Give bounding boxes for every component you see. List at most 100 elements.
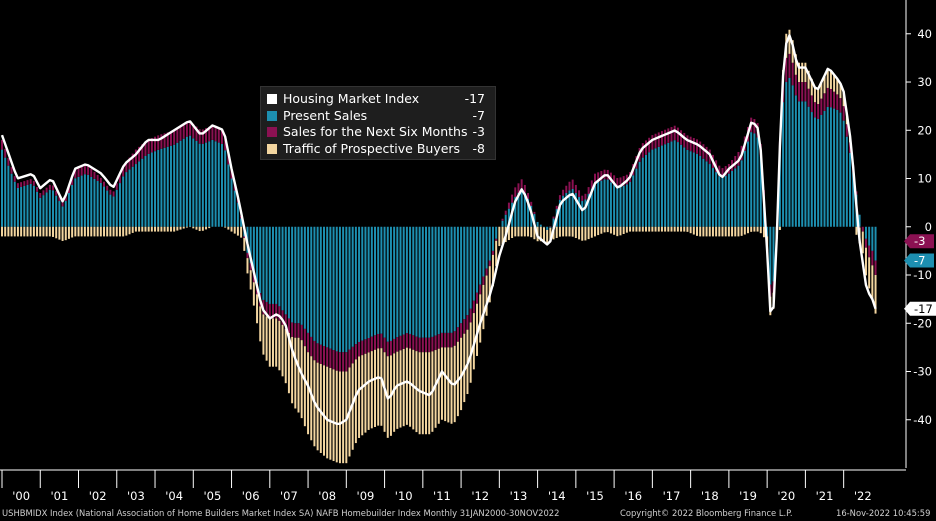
bar-traffic-prospective-buyers [275,318,278,367]
bar-traffic-prospective-buyers [574,226,577,239]
bar-sales-next-six-months [224,136,227,151]
bar-sales-next-six-months [581,195,584,202]
bar-traffic-prospective-buyers [106,226,109,237]
bar-traffic-prospective-buyers [157,226,160,232]
bar-traffic-prospective-buyers [377,348,380,426]
bar-present-sales [871,226,874,251]
bar-sales-next-six-months [842,106,845,121]
bar-traffic-prospective-buyers [437,348,440,424]
x-tick-label: '19 [739,489,757,503]
bar-traffic-prospective-buyers [743,226,746,235]
bar-sales-next-six-months [106,185,109,191]
bar-sales-next-six-months [648,137,651,153]
bar-sales-next-six-months [845,124,848,137]
bar-sales-next-six-months [568,181,571,191]
y-tick-label: -20 [913,316,932,330]
bar-sales-next-six-months [112,191,115,197]
bar-present-sales [864,226,867,239]
bar-traffic-prospective-buyers [501,226,504,245]
bar-present-sales [670,141,673,227]
bar-present-sales [332,226,335,351]
bar-present-sales [262,226,265,300]
bar-present-sales [734,168,737,227]
bar-present-sales [128,169,131,227]
bar-sales-next-six-months [578,190,581,198]
bar-sales-next-six-months [249,262,252,271]
bar-traffic-prospective-buyers [128,226,131,235]
bar-present-sales [651,149,654,227]
bar-present-sales [284,226,287,315]
bar-sales-next-six-months [463,319,466,334]
bar-present-sales [173,144,176,227]
bar-traffic-prospective-buyers [4,226,7,237]
bar-traffic-prospective-buyers [252,282,255,306]
y-tick-label: 0 [925,220,932,234]
bar-sales-next-six-months [272,303,274,319]
bar-present-sales [10,173,13,227]
bar-sales-next-six-months [574,184,577,193]
bar-traffic-prospective-buyers [711,226,714,237]
bar-present-sales [16,187,19,227]
bar-present-sales [868,226,871,246]
legend-label: Sales for the Next Six Months [283,124,468,139]
bar-traffic-prospective-buyers [141,226,144,232]
bar-traffic-prospective-buyers [230,226,233,232]
bar-present-sales [42,195,45,227]
bar-present-sales [287,226,290,319]
bar-sales-next-six-months [670,127,673,142]
bar-sales-next-six-months [185,122,188,137]
bar-present-sales [189,135,192,227]
bar-traffic-prospective-buyers [80,226,83,237]
bar-present-sales [211,139,214,227]
bar-traffic-prospective-buyers [67,226,70,239]
bar-traffic-prospective-buyers [144,226,147,232]
bar-present-sales [820,114,823,227]
bar-traffic-prospective-buyers [689,226,692,234]
bar-present-sales [256,226,259,284]
bar-present-sales [374,226,376,336]
bar-traffic-prospective-buyers [829,70,832,89]
legend-label: Housing Market Index [283,91,420,106]
bar-traffic-prospective-buyers [268,318,271,367]
bar-traffic-prospective-buyers [294,337,297,409]
bar-sales-next-six-months [785,57,788,83]
bar-traffic-prospective-buyers [485,275,488,316]
bar-sales-next-six-months [173,130,176,145]
bar-present-sales [297,226,300,324]
bar-sales-next-six-months [613,175,616,185]
bar-present-sales [64,201,67,227]
bar-sales-next-six-months [211,125,214,140]
bar-traffic-prospective-buyers [173,226,176,232]
bar-traffic-prospective-buyers [319,364,322,453]
bar-sales-next-six-months [217,128,220,143]
bar-sales-next-six-months [163,133,166,148]
bar-traffic-prospective-buyers [756,226,759,232]
bar-sales-next-six-months [144,141,147,156]
bar-sales-next-six-months [157,135,160,150]
bar-traffic-prospective-buyers [396,351,399,429]
bar-present-sales [61,206,64,227]
bar-present-sales [737,165,740,227]
bar-traffic-prospective-buyers [364,353,367,433]
bar-sales-next-six-months [453,331,456,346]
bar-present-sales [323,226,325,347]
bar-traffic-prospective-buyers [511,226,514,239]
bar-sales-next-six-months [476,292,479,304]
bar-present-sales [265,226,268,302]
bar-traffic-prospective-buyers [179,226,182,230]
x-tick-label: '07 [280,489,298,503]
bar-sales-next-six-months [150,138,153,153]
bar-sales-next-six-months [389,340,392,356]
x-tick-label: '08 [318,489,336,503]
y-tick-label: -10 [913,268,932,282]
bar-traffic-prospective-buyers [724,226,727,237]
x-tick-label: '02 [89,489,107,503]
bar-present-sales [782,102,785,227]
bar-sales-next-six-months [456,327,459,342]
bar-traffic-prospective-buyers [645,226,647,232]
bar-present-sales [338,226,341,353]
bar-traffic-prospective-buyers [594,226,596,237]
bar-traffic-prospective-buyers [77,226,80,237]
bar-present-sales [858,214,861,227]
bar-traffic-prospective-buyers [281,324,284,377]
